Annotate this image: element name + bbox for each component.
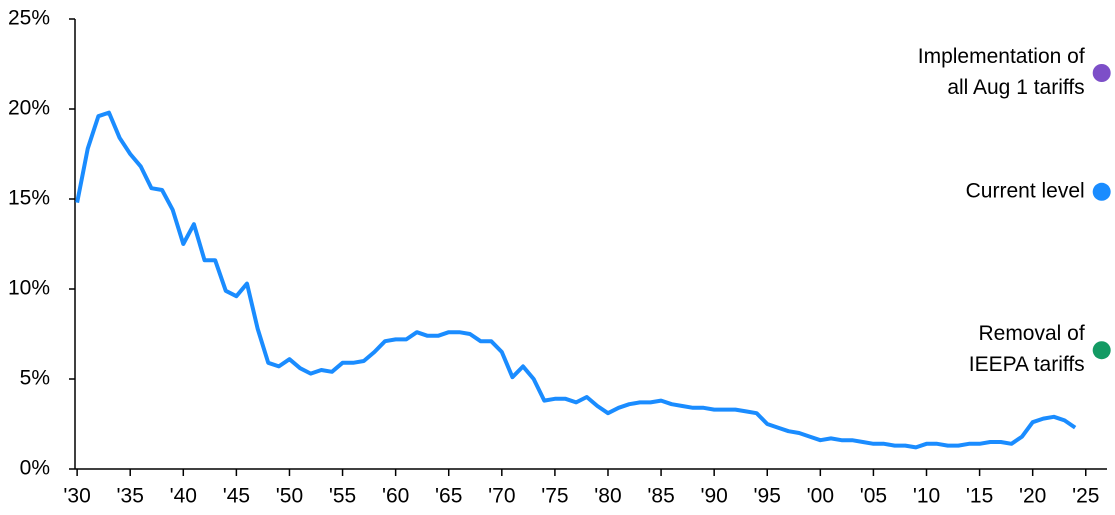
scenario-dot [1092, 182, 1111, 201]
x-tick-label: '30 [63, 485, 90, 508]
x-tick-label: '75 [541, 485, 568, 508]
scenario-dot [1092, 341, 1111, 360]
scenario-dot [1092, 64, 1111, 82]
x-tick-label: '35 [117, 485, 144, 508]
scenario-label: Implementation of [918, 45, 1085, 68]
y-tick-label: 0% [20, 457, 50, 480]
y-tick-label: 15% [8, 187, 50, 210]
x-tick-label: '25 [1072, 485, 1099, 508]
scenario-label: Current level [966, 179, 1085, 202]
scenario-label: Removal of [978, 322, 1084, 345]
x-tick-label: '70 [488, 485, 515, 508]
x-tick-label: '05 [860, 485, 887, 508]
x-tick-label: '80 [594, 485, 621, 508]
x-tick-label: '85 [647, 485, 674, 508]
y-tick-label: 10% [8, 277, 50, 300]
scenario-label: IEEPA tariffs [969, 353, 1085, 376]
x-tick-label: '60 [382, 485, 409, 508]
x-tick-label: '10 [913, 485, 940, 508]
x-tick-label: '00 [807, 485, 834, 508]
scenario-label: all Aug 1 tariffs [947, 76, 1084, 99]
x-tick-label: '45 [223, 485, 250, 508]
line-series [75, 110, 1077, 450]
y-tick-label: 25% [8, 7, 50, 30]
y-tick-label: 20% [8, 97, 50, 120]
x-tick-label: '65 [435, 485, 462, 508]
x-tick-label: '55 [329, 485, 356, 508]
x-tick-label: '20 [1019, 485, 1046, 508]
x-tick-label: '50 [276, 485, 303, 508]
x-tick-label: '15 [966, 485, 993, 508]
x-tick-label: '90 [700, 485, 727, 508]
x-tick-label: '95 [754, 485, 781, 508]
y-tick-label: 5% [20, 367, 50, 390]
x-tick-label: '40 [170, 485, 197, 508]
